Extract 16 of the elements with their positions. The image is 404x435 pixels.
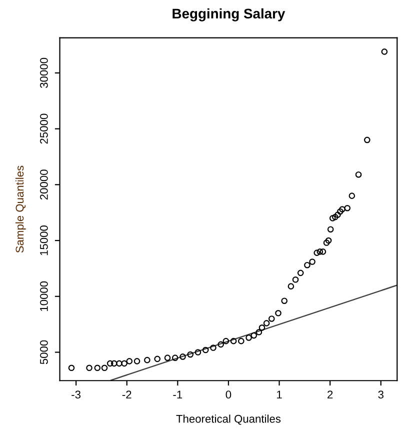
x-axis-title: Theoretical Quantiles	[176, 414, 281, 425]
chart-title: Beggining Salary	[172, 8, 286, 22]
x-tick-label: -2	[122, 390, 132, 398]
y-tick-label: 30000	[40, 58, 48, 88]
y-axis-title: Sample Quantiles	[15, 166, 26, 253]
x-tick-label: -1	[173, 390, 182, 398]
x-tick-label: 3	[378, 390, 384, 399]
x-tick-label: -3	[72, 390, 80, 399]
x-tick-label: 2	[328, 390, 333, 398]
x-tick-label: 0	[226, 390, 232, 399]
y-tick-label: 15000	[40, 226, 48, 256]
y-tick-label: 10000	[40, 281, 48, 311]
y-tick-label: 25000	[40, 114, 48, 144]
x-tick-label: 1	[277, 390, 282, 398]
y-tick-label: 20000	[40, 170, 48, 200]
y-tick-label: 5000	[40, 340, 48, 364]
